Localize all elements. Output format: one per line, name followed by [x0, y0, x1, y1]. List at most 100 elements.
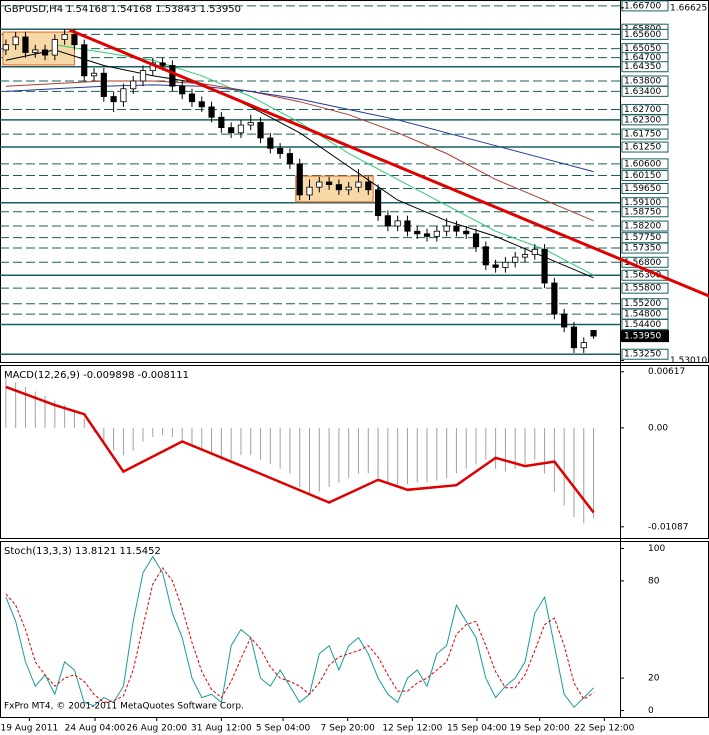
- candle-body: [570, 326, 578, 349]
- candle-body: [179, 85, 186, 95]
- candle-body: [169, 65, 176, 87]
- candle-body: [208, 106, 215, 118]
- candle-body: [463, 230, 470, 235]
- y-tick-label: 20: [648, 674, 660, 684]
- candle-body: [443, 225, 450, 232]
- candle-body: [218, 116, 225, 129]
- indicator-title: Stoch(13,3,3) 13.8121 11.5452: [4, 546, 161, 557]
- level-label-box: [621, 242, 669, 254]
- candle-body: [22, 36, 29, 53]
- symbol-title: GBPUSD,H4: [4, 4, 63, 15]
- candle-body: [384, 215, 391, 227]
- level-label: 1.57350: [624, 244, 661, 254]
- candle-body: [247, 122, 254, 126]
- level-label-box: [621, 182, 669, 194]
- copyright: FxPro MT4, © 2001-2011 MetaQuotes Softwa…: [4, 702, 244, 712]
- candle-body: [326, 181, 333, 185]
- candle-body: [345, 186, 352, 191]
- level-label-box: [621, 141, 669, 153]
- level-label-box: [621, 61, 669, 73]
- level-label-box: [621, 85, 669, 97]
- level-label: 1.65050: [624, 44, 661, 54]
- level-label-box: [621, 318, 669, 330]
- level-label: 1.63400: [624, 87, 661, 97]
- candle-body: [296, 163, 303, 196]
- candle-body: [41, 49, 49, 56]
- level-label: 1.65600: [624, 30, 661, 40]
- candle-body: [551, 282, 558, 315]
- candle-body: [61, 33, 68, 40]
- candle-body: [51, 39, 58, 56]
- level-label: 1.61750: [624, 130, 661, 140]
- candle-body: [32, 49, 39, 53]
- level-label: 1.60600: [624, 159, 661, 169]
- candle-body: [286, 153, 294, 165]
- candle-body: [257, 122, 264, 139]
- candle-body: [404, 220, 411, 232]
- candle-body: [355, 181, 362, 188]
- level-label: 1.61250: [624, 143, 661, 153]
- y-tick-label: 1.66625: [670, 3, 707, 13]
- level-label-box: [621, 220, 669, 232]
- moving-average: [5, 49, 594, 279]
- candle-body: [277, 147, 284, 154]
- level-label-box: [621, 282, 669, 294]
- candle-body: [306, 186, 313, 196]
- candle-body: [139, 70, 147, 82]
- candle-body: [482, 246, 489, 266]
- stoch-window: [0, 541, 709, 718]
- level-label: 1.64700: [624, 53, 661, 63]
- level-label: 1.54800: [624, 310, 661, 320]
- level-label-box: [621, 158, 669, 170]
- level-label: 1.59650: [624, 184, 661, 194]
- macd-window: [0, 365, 709, 539]
- level-label: 1.64350: [624, 62, 661, 72]
- level-label: 1.58750: [624, 207, 661, 217]
- candle-body: [188, 93, 196, 103]
- level-label-box: [621, 206, 669, 218]
- candle-body: [198, 101, 205, 108]
- level-label: 1.55200: [624, 299, 661, 309]
- level-label: 1.59100: [624, 198, 661, 208]
- candle-body: [316, 181, 323, 188]
- y-tick-label: 0.00617: [648, 367, 685, 377]
- x-tick-label: 22 Sep 12:00: [574, 724, 634, 734]
- candle-body: [580, 342, 587, 349]
- candle-body: [394, 220, 401, 227]
- current-price-label: 1.53950: [624, 332, 661, 342]
- level-label-box: [621, 114, 669, 126]
- candle-body: [590, 330, 597, 337]
- candle-body: [502, 261, 509, 268]
- candle-body: [100, 72, 107, 97]
- x-tick-label: 19 Sep 20:00: [510, 724, 570, 734]
- level-label: 1.56800: [624, 258, 661, 268]
- candle-body: [81, 44, 88, 77]
- x-tick-label: 12 Sep 12:00: [382, 724, 442, 734]
- candle-body: [110, 96, 117, 103]
- x-tick-label: 19 Aug 2011: [1, 724, 59, 734]
- y-tick-label: -0.01087: [648, 522, 688, 532]
- candle-body: [561, 313, 568, 328]
- current-price-box: [621, 330, 669, 343]
- level-label-box: [621, 0, 669, 12]
- signal-line: [5, 385, 595, 514]
- level-label: 1.58200: [624, 222, 661, 232]
- candle-body: [12, 36, 19, 46]
- candle-body: [120, 88, 127, 103]
- level-label-box: [621, 28, 669, 40]
- level-label: 1.57750: [624, 233, 661, 243]
- x-tick-label: 5 Sep 04:00: [256, 724, 311, 734]
- level-label-box: [621, 170, 669, 182]
- level-label-box: [621, 128, 669, 140]
- y-tick-label: 0: [648, 706, 654, 716]
- level-label: 1.62700: [624, 105, 661, 115]
- x-tick-label: 7 Sep 20:00: [321, 724, 376, 734]
- x-tick-label: 26 Aug 20:00: [126, 724, 187, 734]
- moving-average: [54, 44, 594, 276]
- candle-body: [453, 225, 460, 232]
- stoch-main: [5, 555, 594, 709]
- candle-body: [2, 44, 9, 51]
- level-label: 1.56300: [624, 271, 661, 281]
- level-label: 1.54400: [624, 320, 661, 330]
